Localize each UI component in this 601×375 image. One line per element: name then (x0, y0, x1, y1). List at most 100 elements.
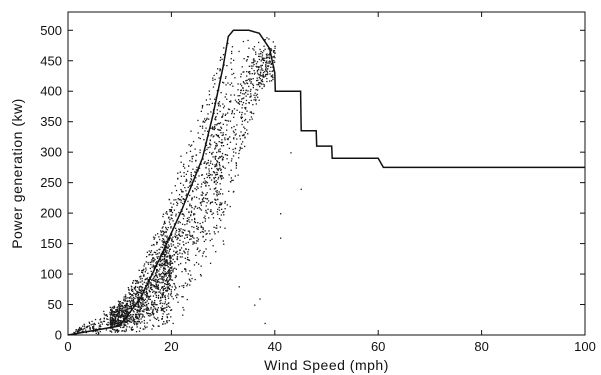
scatter-point (107, 318, 109, 320)
scatter-point (204, 149, 206, 152)
scatter-point (156, 269, 158, 271)
scatter-point (214, 202, 216, 204)
scatter-point (203, 240, 205, 243)
scatter-point (82, 325, 84, 327)
scatter-point (124, 294, 127, 296)
scatter-point (142, 314, 144, 316)
scatter-point (241, 66, 243, 68)
scatter-point (110, 313, 113, 315)
scatter-point (112, 317, 114, 320)
scatter-point (215, 165, 217, 167)
scatter-point (215, 190, 217, 192)
scatter-point (190, 274, 192, 276)
scatter-point (115, 330, 117, 332)
scatter-point (170, 309, 172, 311)
scatter-point (191, 277, 193, 280)
scatter-point (145, 282, 147, 284)
scatter-point (274, 61, 276, 63)
scatter-point (204, 161, 206, 163)
scatter-point (193, 231, 195, 233)
scatter-point (141, 321, 143, 323)
scatter-point (219, 183, 221, 185)
scatter-point (152, 264, 154, 266)
scatter-point (129, 316, 132, 319)
scatter-point (220, 176, 222, 178)
scatter-point (111, 323, 114, 326)
scatter-point (167, 295, 169, 297)
scatter-point (166, 279, 168, 281)
scatter-point (152, 278, 154, 280)
scatter-point (203, 251, 205, 253)
scatter-point (143, 303, 145, 305)
scatter-point (231, 50, 233, 53)
scatter-point (152, 295, 155, 297)
scatter-point (146, 292, 149, 294)
scatter-point (259, 78, 261, 80)
scatter-point (257, 84, 259, 86)
scatter-point (203, 139, 205, 141)
scatter-point (166, 252, 168, 254)
scatter-point (111, 331, 113, 333)
scatter-point (137, 313, 139, 315)
scatter-point (145, 291, 147, 293)
scatter-point (114, 322, 116, 324)
scatter-point (155, 304, 157, 306)
scatter-point (153, 277, 155, 279)
scatter-point (177, 172, 179, 174)
scatter-point (175, 227, 177, 229)
scatter-point (203, 200, 205, 203)
scatter-point (117, 324, 119, 326)
scatter-point (212, 151, 214, 154)
scatter-point (238, 102, 240, 104)
scatter-point (164, 222, 166, 224)
scatter-point (99, 318, 102, 320)
scatter-point (114, 319, 116, 321)
scatter-point (136, 282, 138, 284)
scatter-point (140, 291, 142, 293)
scatter-point (98, 327, 100, 329)
scatter-point (174, 261, 176, 263)
scatter-point (163, 288, 165, 290)
scatter-point (160, 296, 162, 298)
scatter-point (221, 58, 223, 60)
scatter-point (208, 172, 210, 174)
scatter-point (109, 306, 111, 308)
scatter-point (219, 156, 221, 158)
scatter-point (127, 307, 129, 310)
scatter-point (246, 82, 249, 85)
scatter-point (149, 295, 152, 297)
scatter-point (250, 93, 252, 95)
scatter-point (218, 149, 220, 151)
scatter-point (200, 186, 202, 188)
scatter-point (88, 325, 90, 327)
scatter-point (142, 301, 144, 303)
scatter-point (159, 264, 161, 267)
scatter-point (154, 274, 157, 277)
scatter-point (198, 137, 200, 139)
scatter-point (257, 73, 259, 75)
scatter-point (153, 266, 156, 268)
scatter-point (132, 299, 135, 302)
x-tick-label: 80 (474, 339, 488, 354)
scatter-point (156, 311, 158, 313)
scatter-point (219, 110, 221, 113)
scatter-point (107, 324, 109, 326)
scatter-point (247, 90, 249, 92)
scatter-point (207, 200, 210, 202)
scatter-point (264, 71, 266, 73)
scatter-point (240, 117, 243, 120)
scatter-point (111, 325, 113, 327)
scatter-point (179, 235, 182, 237)
scatter-point (114, 324, 116, 326)
scatter-point (135, 289, 137, 291)
scatter-point (162, 292, 164, 294)
scatter-point (150, 270, 152, 273)
scatter-point (133, 301, 135, 303)
scatter-point (197, 183, 199, 185)
scatter-point (199, 201, 202, 204)
scatter-point (175, 268, 177, 270)
scatter-point (233, 72, 235, 75)
scatter-point (248, 102, 250, 104)
scatter-point (188, 216, 190, 219)
scatter-point (138, 301, 141, 303)
